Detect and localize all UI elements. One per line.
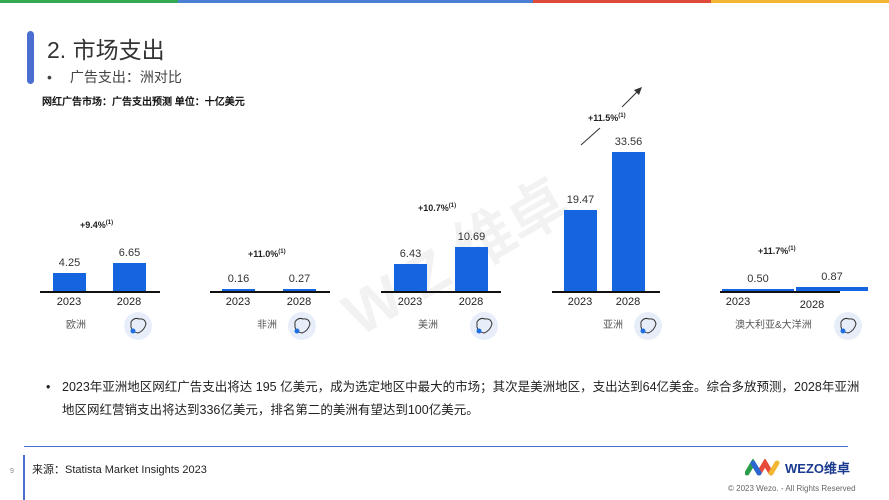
growth-label: +10.7%(1)	[418, 203, 456, 213]
year-label: 2023	[225, 296, 251, 308]
growth-value: +10.7%	[418, 203, 449, 213]
year-label: 2028	[286, 296, 312, 308]
region-label: 亚洲	[603, 320, 623, 331]
footnote-mark: (1)	[618, 113, 626, 119]
data-label: 0.50	[747, 272, 769, 285]
year-label: 2023	[397, 296, 423, 308]
data-label: 33.56	[614, 135, 643, 148]
year-label: 2028	[458, 296, 484, 308]
top-bar-segment	[0, 0, 178, 3]
region-label: 澳大利亚&大洋洲	[735, 320, 812, 331]
americas-map-icon	[470, 312, 498, 340]
growth-value: +11.0%	[248, 249, 279, 259]
year-label: 2028	[116, 296, 142, 308]
oceania-map-icon	[834, 312, 862, 340]
bullet: •	[47, 69, 52, 85]
year-label: 2023	[725, 296, 751, 308]
footer-divider	[24, 446, 848, 447]
growth-label: +11.5%(1)	[588, 113, 626, 123]
data-label: 10.69	[457, 230, 486, 243]
copyright: © 2023 Wezo. - All Rights Reserved	[728, 484, 856, 493]
source-text: 来源：Statista Market Insights 2023	[32, 464, 207, 476]
bar-2028	[283, 289, 316, 291]
year-label: 2023	[567, 296, 593, 308]
wezo-logo: WEZO维卓	[745, 458, 850, 477]
growth-label: +9.4%(1)	[80, 220, 113, 230]
page-number: 9	[10, 468, 14, 475]
growth-value: +11.7%	[758, 246, 789, 256]
footnote-mark: (1)	[788, 246, 796, 252]
region-label: 美洲	[418, 320, 438, 331]
baseline	[381, 291, 501, 293]
year-label: 2023	[56, 296, 82, 308]
title-accent	[27, 31, 34, 84]
top-bar-segment	[711, 0, 889, 3]
bar-2028	[455, 246, 488, 291]
logo-icon	[745, 458, 780, 475]
baseline	[552, 291, 660, 293]
data-label: 6.43	[399, 248, 422, 261]
bar-2028	[796, 287, 868, 291]
top-bar-segment	[177, 0, 356, 3]
year-label: 2028	[799, 299, 825, 311]
data-label: 0.87	[821, 271, 843, 284]
growth-value: +9.4%	[80, 220, 106, 230]
chart-title: 网红广告市场：广告支出预测 单位：十亿美元	[42, 97, 245, 108]
subtitle: • 广告支出：洲对比	[47, 67, 200, 87]
baseline	[210, 291, 330, 293]
europe-map-icon	[124, 312, 152, 340]
footer-accent	[23, 455, 25, 500]
year-label: 2028	[615, 296, 641, 308]
bar-2028	[612, 151, 645, 291]
data-label: 0.16	[227, 273, 250, 285]
region-label: 非洲	[257, 320, 277, 331]
growth-value: +11.5%	[588, 113, 619, 123]
bar-2023	[564, 210, 597, 291]
data-label: 4.25	[58, 257, 81, 270]
top-bar-segment	[355, 0, 534, 3]
baseline	[40, 291, 160, 293]
baseline	[720, 291, 840, 293]
summary-note: 2023年亚洲地区网红广告支出将达 195 亿美元，成为选定地区中最大的市场；其…	[46, 376, 862, 422]
page-title: 2. 市场支出	[47, 37, 165, 63]
data-label: 0.27	[288, 273, 311, 285]
logo-text: WEZO维卓	[785, 461, 850, 476]
top-bar-segment	[533, 0, 712, 3]
footnote-mark: (1)	[448, 203, 457, 209]
growth-label: +11.7%(1)	[758, 246, 796, 256]
top-color-bar	[0, 0, 889, 3]
footnote-mark: (1)	[278, 249, 286, 255]
region-label: 欧洲	[66, 320, 86, 331]
data-label: 6.65	[118, 247, 141, 260]
bar-2023	[222, 289, 255, 291]
bar-2023	[53, 273, 86, 291]
africa-map-icon	[288, 312, 316, 340]
growth-label: +11.0%(1)	[248, 249, 286, 259]
data-label: 19.47	[566, 194, 595, 207]
watermark: W Z 维卓	[332, 167, 580, 349]
asia-map-icon	[634, 312, 662, 340]
bar-2023	[394, 264, 427, 291]
bar-2023	[722, 288, 794, 291]
bar-2028	[113, 263, 146, 291]
subtitle-text: 广告支出：洲对比	[69, 69, 182, 85]
footnote-mark: (1)	[105, 220, 114, 226]
